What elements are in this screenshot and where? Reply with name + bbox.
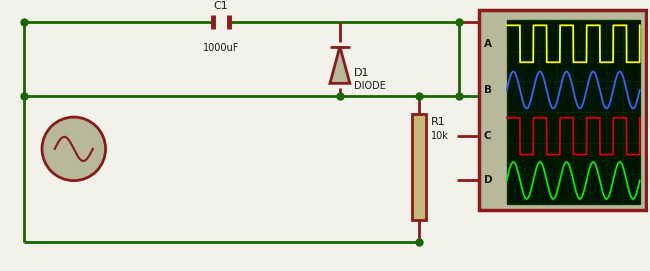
Text: C: C — [484, 131, 491, 141]
Circle shape — [42, 117, 105, 181]
Text: DIODE: DIODE — [354, 81, 385, 91]
Bar — [412, 114, 426, 220]
Text: 1000uF: 1000uF — [203, 43, 239, 53]
Text: C1: C1 — [213, 1, 228, 11]
Text: 10k: 10k — [431, 131, 449, 141]
Text: D1: D1 — [354, 68, 369, 78]
Text: D: D — [484, 175, 493, 185]
Text: R1: R1 — [431, 117, 446, 127]
Text: B: B — [484, 85, 492, 95]
Bar — [479, 10, 645, 211]
Polygon shape — [330, 47, 350, 83]
Bar — [507, 20, 640, 205]
Text: A: A — [484, 39, 492, 49]
